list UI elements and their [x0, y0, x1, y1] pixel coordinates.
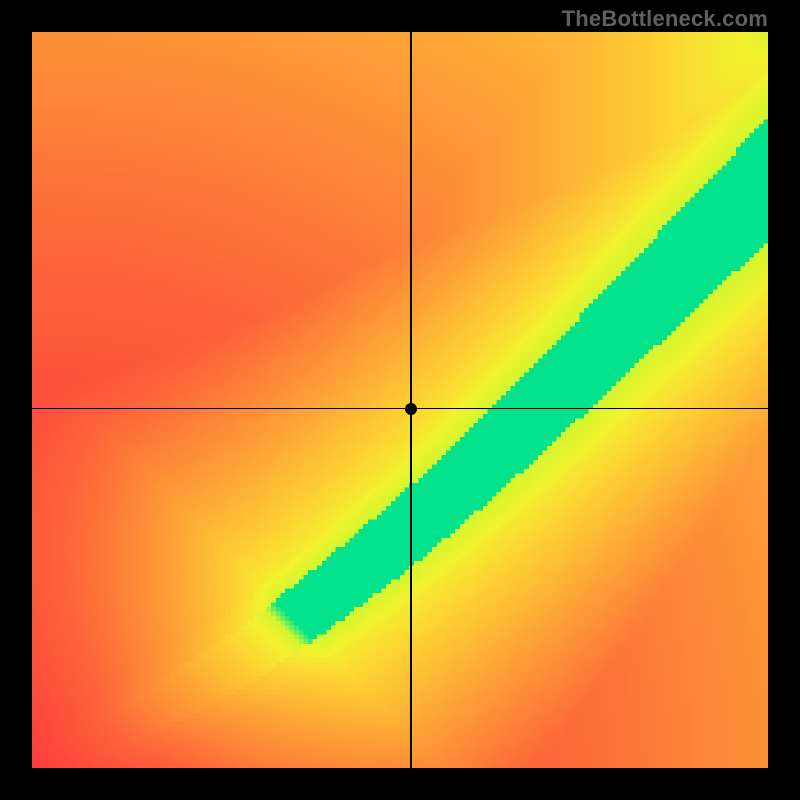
- crosshair-horizontal: [32, 408, 768, 409]
- crosshair-vertical: [410, 32, 411, 768]
- watermark-text: TheBottleneck.com: [562, 6, 768, 32]
- heatmap-canvas: [32, 32, 768, 768]
- data-point-marker: [405, 403, 417, 415]
- plot-area: [32, 32, 768, 768]
